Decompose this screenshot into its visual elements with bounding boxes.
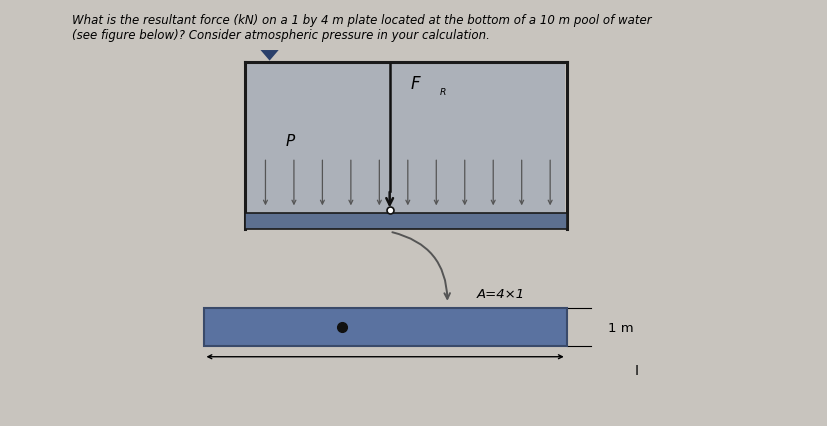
- Text: A=4×1: A=4×1: [476, 287, 523, 300]
- Text: 1 m: 1 m: [607, 321, 633, 334]
- Bar: [203, 308, 566, 346]
- Text: I: I: [634, 363, 638, 377]
- Text: P: P: [285, 133, 294, 148]
- Text: What is the resultant force (kN) on a 1 by 4 m plate located at the bottom of a : What is the resultant force (kN) on a 1 …: [71, 14, 650, 27]
- Text: $_{R}$: $_{R}$: [438, 85, 447, 98]
- Text: (see figure below)? Consider atmospheric pressure in your calculation.: (see figure below)? Consider atmospheric…: [71, 29, 489, 42]
- Polygon shape: [261, 51, 279, 61]
- Bar: [245, 213, 566, 230]
- Text: $F$: $F$: [410, 75, 422, 93]
- Bar: [246, 64, 564, 214]
